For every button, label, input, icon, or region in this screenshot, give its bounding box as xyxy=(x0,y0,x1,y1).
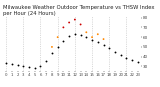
Point xyxy=(56,46,59,48)
Point xyxy=(131,59,133,60)
Point xyxy=(62,40,65,42)
Point xyxy=(96,33,99,35)
Point xyxy=(62,27,65,28)
Point xyxy=(114,51,116,52)
Point xyxy=(16,64,19,65)
Point xyxy=(91,36,93,38)
Point xyxy=(51,52,53,54)
Point xyxy=(51,46,53,48)
Point xyxy=(125,57,128,58)
Point xyxy=(102,38,105,40)
Point xyxy=(33,68,36,69)
Point xyxy=(120,54,122,55)
Point xyxy=(11,63,13,64)
Point xyxy=(5,62,7,63)
Point xyxy=(85,36,88,38)
Point xyxy=(102,44,105,46)
Point xyxy=(74,19,76,20)
Point xyxy=(74,33,76,35)
Point xyxy=(39,66,42,67)
Point xyxy=(45,60,48,61)
Point xyxy=(108,47,111,49)
Point xyxy=(79,24,82,25)
Point xyxy=(56,36,59,38)
Point xyxy=(68,22,70,23)
Point xyxy=(96,41,99,43)
Point xyxy=(85,32,88,33)
Point xyxy=(28,67,30,68)
Text: Milwaukee Weather Outdoor Temperature vs THSW Index per Hour (24 Hours): Milwaukee Weather Outdoor Temperature vs… xyxy=(3,5,155,16)
Point xyxy=(79,35,82,36)
Point xyxy=(91,39,93,41)
Point xyxy=(137,61,139,62)
Point xyxy=(22,66,24,67)
Point xyxy=(68,35,70,37)
